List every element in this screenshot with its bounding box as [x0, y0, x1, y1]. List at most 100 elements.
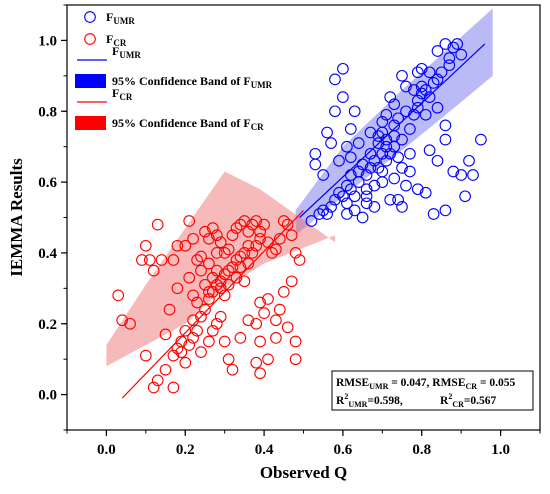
data-point	[254, 296, 266, 309]
data-point	[206, 286, 219, 298]
data-point	[455, 48, 468, 61]
data-point	[415, 87, 428, 100]
data-point	[234, 218, 247, 231]
data-point	[273, 303, 286, 316]
data-point	[415, 62, 428, 75]
axis-ticks: 0.0 0.2 0.4 0.6 0.8 1.0 0.0 0.2 0.4 0.6 0.8 1.0	[38, 4, 541, 458]
data-point	[439, 38, 452, 50]
data-point	[187, 332, 199, 344]
legend-item: 95% Confidence Band of FUMR	[75, 74, 273, 90]
data-point	[360, 183, 373, 196]
data-point	[360, 169, 373, 181]
legend-marker	[84, 33, 96, 45]
data-point	[400, 179, 412, 192]
data-point	[364, 126, 377, 139]
data-point	[203, 286, 215, 298]
data-point	[139, 239, 152, 252]
data-point	[230, 271, 243, 284]
data-point	[266, 247, 278, 259]
data-point	[167, 254, 180, 266]
data-point	[344, 169, 357, 181]
confidence-bands	[106, 8, 493, 367]
data-point	[226, 261, 239, 273]
data-point	[419, 84, 432, 96]
legend-item: FUMR	[77, 44, 141, 61]
data-point	[210, 247, 223, 259]
data-point	[396, 162, 408, 174]
data-point	[419, 108, 432, 121]
legend-label: FUMR	[106, 10, 135, 26]
stats-box: RMSEUMR = 0.047, RMSECR = 0.055R2UMR=0.5…	[331, 370, 534, 411]
data-point	[368, 154, 381, 167]
legend-label: FCR	[112, 86, 133, 102]
data-point	[411, 66, 424, 79]
data-point	[262, 293, 274, 305]
data-point	[439, 204, 452, 217]
data-point	[187, 232, 199, 245]
data-point	[388, 98, 401, 111]
data-point	[124, 317, 136, 330]
y-axis-title: IEMMA Results	[7, 158, 26, 277]
data-point	[356, 158, 369, 171]
data-point	[210, 229, 223, 242]
data-point	[463, 154, 475, 167]
data-point	[167, 381, 180, 394]
data-point	[277, 286, 290, 298]
data-point	[451, 38, 464, 50]
data-point	[423, 91, 436, 103]
data-point	[262, 236, 274, 249]
data-point	[199, 278, 211, 291]
data-point	[388, 130, 401, 142]
data-point	[337, 190, 349, 203]
data-point	[341, 140, 353, 153]
data-point	[309, 158, 322, 171]
legend-item: 95% Confidence Band of FCR	[75, 116, 264, 132]
data-point	[372, 162, 385, 174]
data-point	[191, 296, 203, 309]
series-f-cr	[112, 215, 306, 394]
data-point	[187, 289, 199, 302]
data-point	[258, 218, 270, 231]
data-point	[254, 225, 266, 238]
data-point	[171, 282, 184, 295]
stats-r2-cr: R2CR=0.567	[440, 392, 497, 409]
x-tick-label: 0.2	[176, 442, 195, 458]
data-point	[356, 211, 369, 224]
data-point	[203, 232, 215, 245]
data-point	[380, 140, 393, 153]
data-point	[380, 108, 393, 121]
data-point	[439, 119, 452, 132]
data-point	[218, 335, 231, 348]
data-point	[206, 271, 219, 284]
data-point	[408, 84, 420, 96]
data-point	[372, 130, 385, 142]
y-tick-label: 0.8	[38, 104, 57, 120]
data-point	[242, 225, 255, 238]
legend-label: FCR	[106, 32, 127, 48]
data-point	[431, 154, 444, 167]
y-tick-label: 0.4	[38, 246, 57, 262]
data-point	[333, 154, 345, 167]
data-point	[329, 105, 341, 118]
data-point	[187, 314, 199, 327]
data-point	[388, 172, 401, 185]
data-point	[360, 190, 373, 203]
data-point	[360, 197, 373, 210]
data-point	[151, 374, 164, 387]
data-point	[423, 144, 436, 157]
data-point	[270, 243, 282, 256]
data-point	[242, 257, 255, 270]
data-point	[147, 264, 160, 277]
data-point	[195, 310, 207, 323]
data-point	[179, 239, 192, 252]
data-point	[238, 247, 251, 259]
data-point	[396, 133, 408, 146]
data-point	[250, 317, 263, 330]
data-point	[380, 133, 393, 146]
data-point	[163, 303, 176, 316]
data-points	[112, 38, 487, 394]
data-point	[270, 332, 282, 344]
data-point	[368, 201, 381, 213]
data-point	[329, 193, 341, 206]
